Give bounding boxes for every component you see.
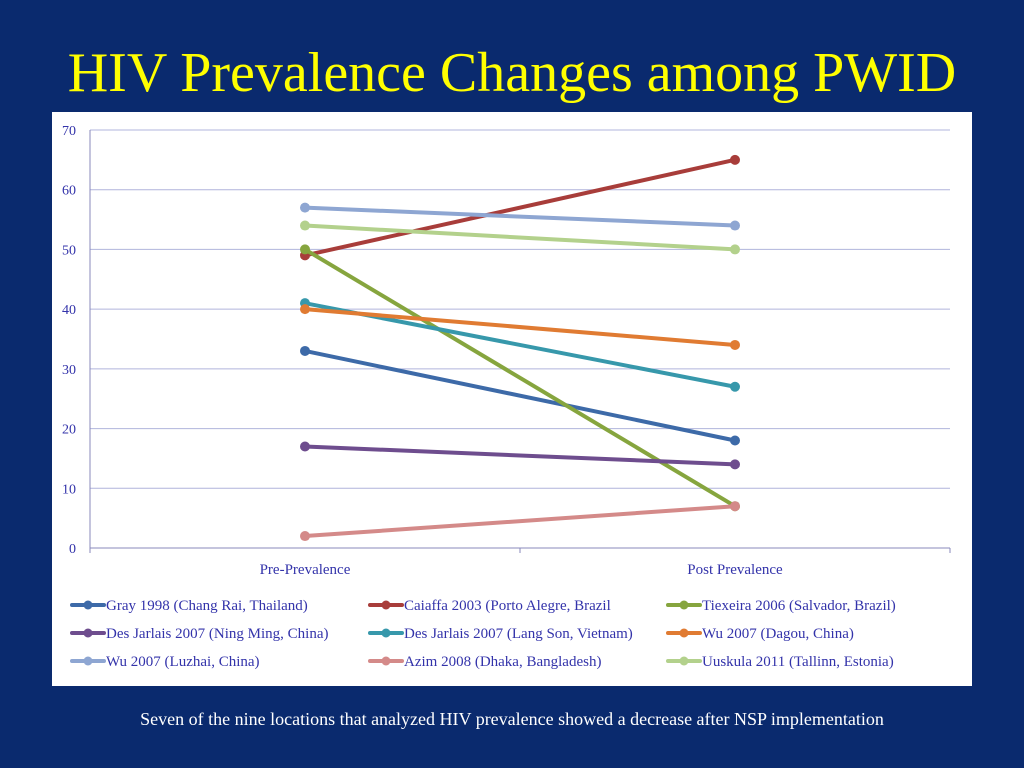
data-point [730,154,740,165]
legend-swatch-marker [381,656,391,666]
series-line [303,205,737,228]
data-point [300,531,310,542]
data-point [300,304,310,315]
data-point [730,459,740,470]
data-point [300,220,310,231]
series-line [303,307,737,347]
slide-title: HIV Prevalence Changes among PWID [67,42,957,104]
series-line [303,444,737,467]
legend-label: Wu 2007 (Luzhai, China) [106,654,260,670]
slide-caption: Seven of the nine locations that analyze… [140,709,884,729]
legend-swatch-marker [83,600,93,610]
x-category-label: Pre-Prevalence [260,562,351,578]
legend-label: Des Jarlais 2007 (Ning Ming, China) [106,626,328,642]
y-tick-label: 0 [69,542,76,557]
data-point [300,441,310,452]
series-line [303,247,737,509]
legend-swatch-marker [679,600,689,610]
legend-swatch-marker [381,600,391,610]
line-chart: 0 10 20 30 40 50 60 70 Pre-Prevalence Post Preval… [62,124,951,670]
data-point [300,244,310,255]
data-point [300,345,310,356]
legend-label: Tiexeira 2006 (Salvador, Brazil) [702,598,896,614]
data-point [730,381,740,392]
legend-swatch-marker [381,628,391,638]
series-line [303,223,737,252]
legend-swatch-marker [679,656,689,666]
data-point [730,501,740,512]
legend-label: Gray 1998 (Chang Rai, Thailand) [106,598,308,614]
chart-panel: 0 10 20 30 40 50 60 70 Pre-Prevalence Post Preval… [52,112,972,686]
data-point [730,435,740,446]
data-point [730,220,740,231]
legend-label: Wu 2007 (Dagou, China) [702,626,854,642]
y-tick-label: 60 [62,184,76,199]
y-tick-label: 50 [62,243,76,258]
y-tick-label: 30 [62,363,76,378]
legend-swatch-marker [83,656,93,666]
series-line [303,504,737,539]
y-tick-label: 20 [62,423,76,438]
legend-label: Des Jarlais 2007 (Lang Son, Vietnam) [404,626,633,642]
y-tick-label: 70 [62,124,76,139]
y-tick-label: 10 [62,482,76,497]
x-category-label: Post Prevalence [687,562,783,578]
legend-label: Caiaffa 2003 (Porto Alegre, Brazil [404,598,611,614]
legend-label: Uuskula 2011 (Tallinn, Estonia) [702,654,894,670]
data-point [730,339,740,350]
legend-label: Azim 2008 (Dhaka, Bangladesh) [404,654,601,670]
series-line [303,348,737,443]
legend-swatch-marker [679,628,689,638]
series-line [303,157,737,258]
y-tick-label: 40 [62,303,76,318]
data-point [730,244,740,255]
data-point [300,202,310,213]
legend-swatch-marker [83,628,93,638]
